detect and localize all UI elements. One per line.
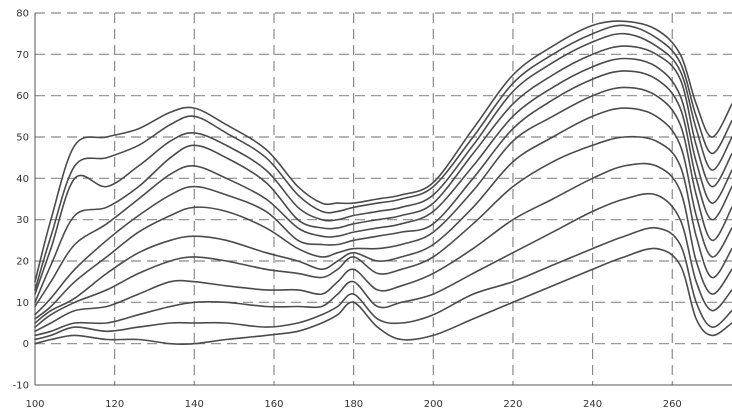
series-line-2 [34, 24, 732, 291]
y-tick-label: 20 [16, 257, 29, 268]
x-tick-label: 100 [25, 399, 44, 410]
series-line-6 [34, 70, 732, 316]
x-tick-label: 160 [264, 399, 283, 410]
y-tick-label: 10 [16, 298, 29, 309]
x-tick-label: 120 [105, 399, 124, 410]
y-tick-label: 40 [16, 174, 29, 185]
series-line-1 [34, 20, 732, 283]
y-tick-label: 70 [16, 50, 29, 61]
y-tick-label: -10 [13, 381, 29, 392]
series-line-7 [34, 86, 732, 320]
series-line-3 [34, 32, 732, 295]
y-tick-label: 60 [16, 91, 29, 102]
series-line-12 [34, 226, 732, 341]
series-line-9 [34, 135, 732, 328]
y-tick-label: 50 [16, 133, 29, 144]
y-tick-label: 80 [16, 9, 29, 20]
series-group [34, 20, 732, 346]
x-tick-label: 200 [424, 399, 443, 410]
x-tick-label: 180 [344, 399, 363, 410]
series-line-10 [34, 162, 732, 333]
series-line-13 [34, 247, 732, 346]
x-tick-label: 220 [503, 399, 522, 410]
series-line-4 [34, 45, 732, 304]
grid [35, 12, 732, 385]
x-tick-label: 140 [185, 399, 204, 410]
y-tick-label: 30 [16, 215, 29, 226]
x-tick-label: 260 [663, 399, 682, 410]
tick-labels: 1001201401601802002202402602807060504030… [13, 9, 682, 411]
y-tick-label: 0 [23, 339, 29, 350]
x-tick-label: 240 [583, 399, 602, 410]
series-line-11 [34, 192, 732, 337]
series-line-8 [34, 107, 732, 324]
series-line-5 [34, 57, 732, 308]
